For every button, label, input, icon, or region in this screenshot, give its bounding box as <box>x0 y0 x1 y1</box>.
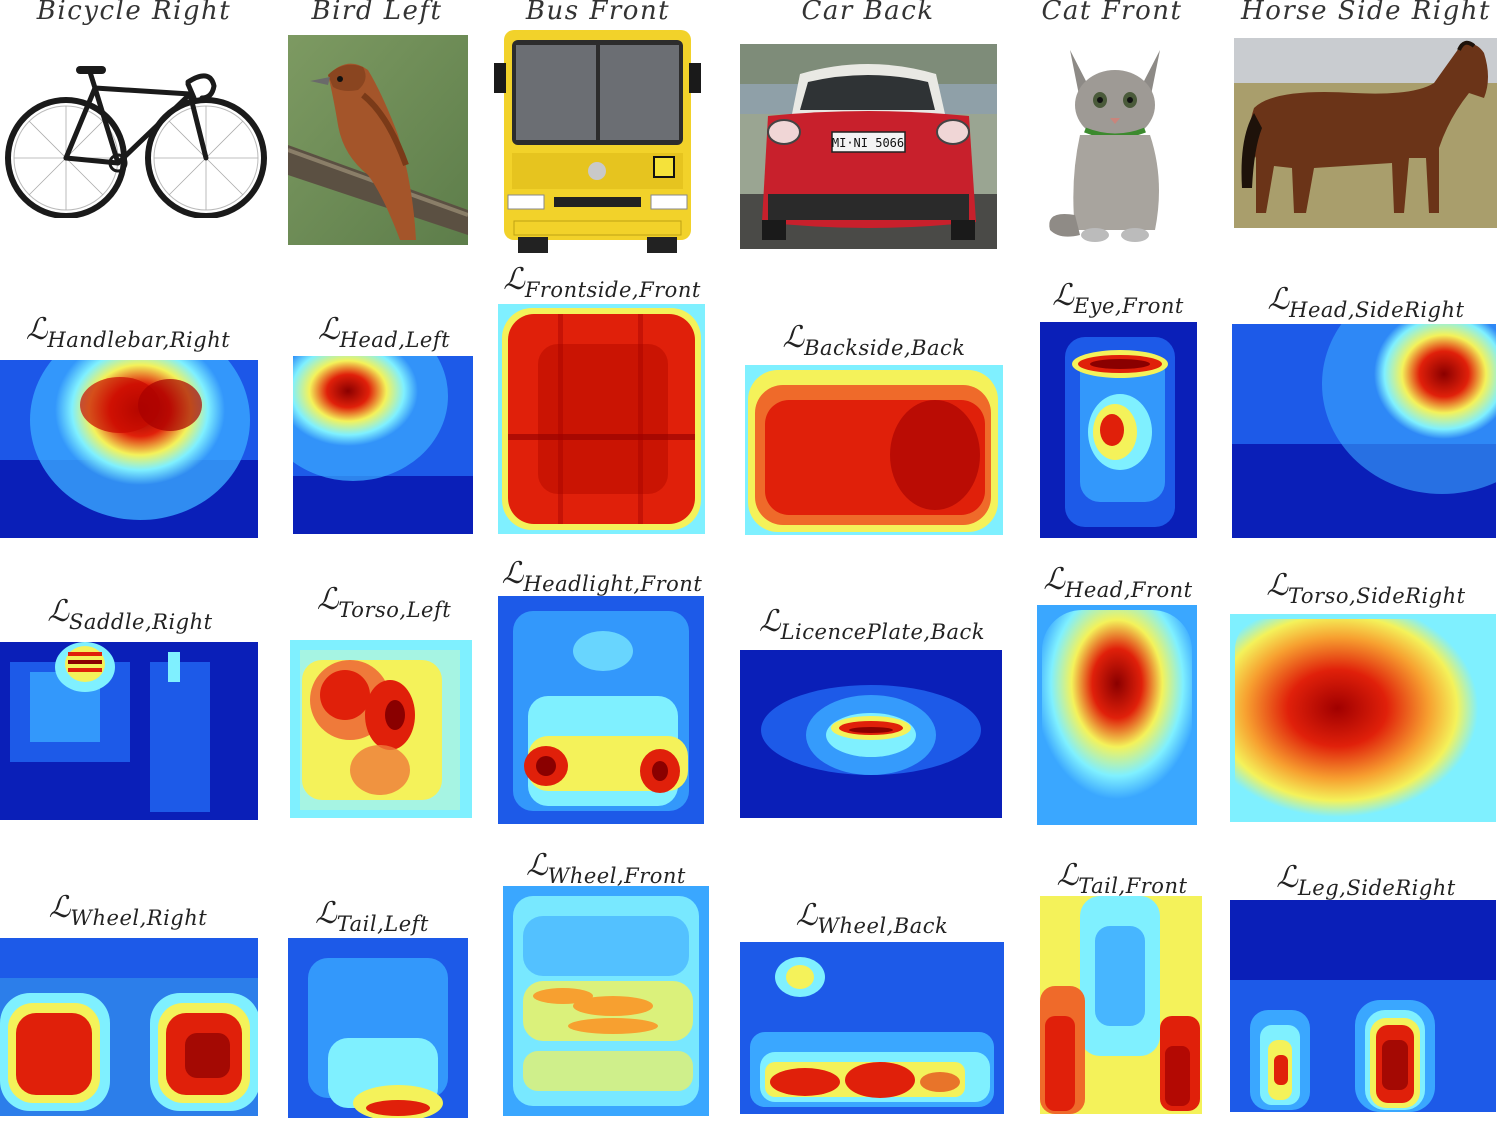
loss-label-tail-left: ℒTail,Left <box>315 896 429 936</box>
loss-label-leg-sideright: ℒLeg,SideRight <box>1276 860 1456 900</box>
heatmap-saddle-right <box>0 642 258 820</box>
column-title-car: Car Back <box>801 0 935 26</box>
loss-label-backside-back: ℒBackside,Back <box>782 320 966 360</box>
loss-label-head-front: ℒHead,Front <box>1043 562 1193 602</box>
heatmap-frontside-front <box>498 304 705 534</box>
column-title-bird: Bird Left <box>311 0 443 26</box>
heatmap-wheel-front <box>503 886 709 1116</box>
heatmap-backside-back <box>745 365 1003 535</box>
heatmap-tail-left <box>288 938 468 1118</box>
horse-photo <box>1234 38 1497 228</box>
heatmap-tail-front <box>1040 896 1202 1114</box>
heatmap-wheel-back <box>740 942 1004 1114</box>
loss-label-torso-sideright: ℒTorso,SideRight <box>1266 568 1466 608</box>
column-title-bicycle: Bicycle Right <box>36 0 232 26</box>
bus-photo <box>494 25 701 255</box>
bird-photo <box>288 35 468 245</box>
car-photo: MI·NI 5066 <box>740 44 997 249</box>
loss-label-eye-front: ℒEye,Front <box>1052 278 1184 318</box>
column-title-bus: Bus Front <box>525 0 671 26</box>
loss-label-wheel-right: ℒWheel,Right <box>48 890 208 930</box>
loss-label-head-sideright: ℒHead,SideRight <box>1267 282 1465 322</box>
heatmap-eye-front <box>1040 322 1197 538</box>
heatmap-headlight-front <box>498 596 704 824</box>
loss-label-licenceplate-back: ℒLicencePlate,Back <box>758 604 986 644</box>
heatmap-wheel-right <box>0 938 258 1116</box>
bicycle-photo <box>0 58 268 218</box>
loss-label-tail-front: ℒTail,Front <box>1056 858 1188 898</box>
loss-label-saddle-right: ℒSaddle,Right <box>47 594 213 634</box>
loss-label-headlight-front: ℒHeadlight,Front <box>501 556 703 596</box>
heatmap-handlebar-right <box>0 360 258 538</box>
heatmap-torso-left <box>290 640 472 818</box>
loss-label-torso-left: ℒTorso,Left <box>316 582 452 622</box>
column-title-cat: Cat Front <box>1041 0 1183 26</box>
heatmap-leg-sideright <box>1230 900 1496 1112</box>
heatmap-head-front <box>1037 605 1197 825</box>
heatmap-licenceplate-back <box>740 650 1002 818</box>
loss-label-wheel-back: ℒWheel,Back <box>795 898 949 938</box>
heatmap-head-left <box>293 356 473 534</box>
loss-label-head-left: ℒHead,Left <box>317 312 451 352</box>
loss-label-frontside-front: ℒFrontside,Front <box>503 262 701 302</box>
heatmap-torso-sideright <box>1230 614 1496 822</box>
column-title-horse: Horse Side Right <box>1241 0 1491 26</box>
loss-label-handlebar-right: ℒHandlebar,Right <box>25 312 231 352</box>
car-plate-text: MI·NI 5066 <box>832 136 904 150</box>
heatmap-head-sideright <box>1232 324 1496 538</box>
loss-label-wheel-front: ℒWheel,Front <box>526 848 686 888</box>
cat-photo <box>1040 30 1190 245</box>
